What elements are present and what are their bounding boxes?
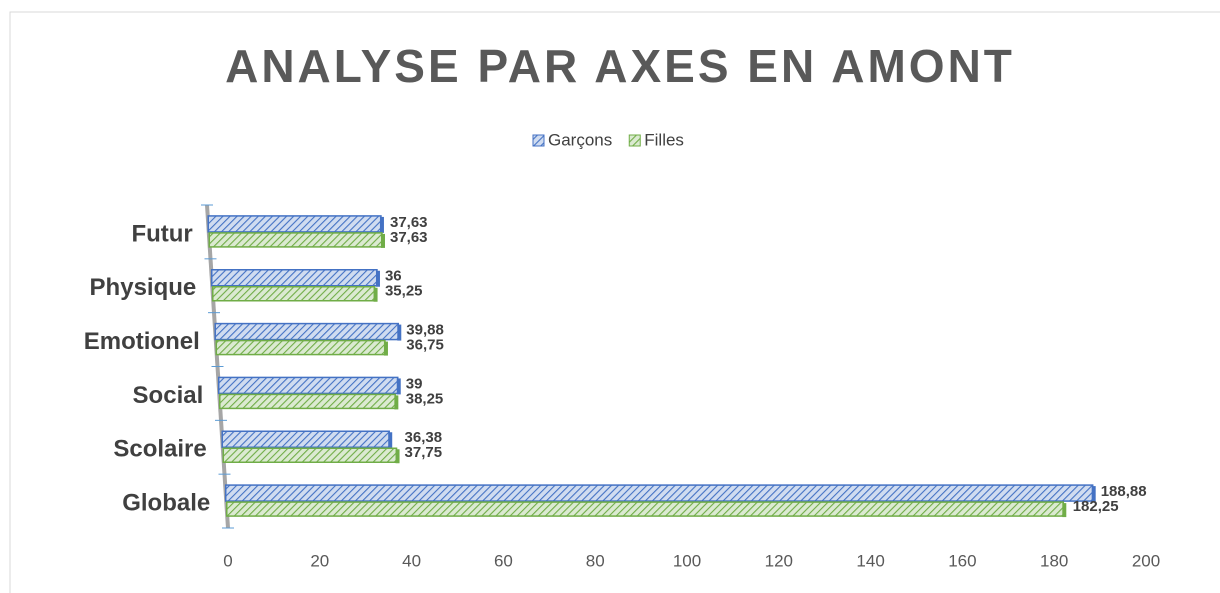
bar-end: [395, 449, 400, 464]
bar: [210, 269, 378, 287]
x-tick-label: 160: [948, 551, 976, 570]
x-tick-label: 40: [402, 551, 421, 570]
bar-end: [373, 287, 378, 302]
bar: [215, 339, 386, 356]
x-tick-label: 120: [765, 551, 793, 570]
bar: [208, 232, 383, 248]
bar-end: [380, 233, 385, 248]
data-label: 36,38: [405, 429, 443, 446]
x-tick-label: 140: [856, 551, 884, 570]
legend-label: Filles: [644, 130, 684, 149]
legend-swatch: [532, 134, 545, 147]
bar: [224, 484, 1094, 502]
bar-end: [1062, 503, 1067, 518]
data-label: 39: [406, 375, 423, 392]
bar-end: [394, 395, 399, 410]
data-label: 38,25: [406, 390, 444, 407]
data-label: 36: [385, 268, 402, 285]
legend-swatch: [628, 134, 641, 147]
bar: [207, 215, 382, 233]
bar-end: [397, 324, 402, 341]
category-label: Scolaire: [113, 436, 206, 463]
bar-end: [388, 432, 393, 449]
bar-end: [396, 378, 401, 395]
data-label: 36,75: [406, 337, 444, 354]
bar: [226, 501, 1065, 517]
data-label: 182,25: [1073, 498, 1119, 515]
bar: [221, 430, 390, 448]
legend-label: Garçons: [548, 130, 612, 149]
category-label: Emotionel: [84, 328, 200, 355]
bar: [219, 393, 397, 410]
category-label: Futur: [131, 220, 192, 247]
x-tick-label: 60: [494, 551, 513, 570]
x-tick-label: 0: [223, 551, 232, 570]
bar: [212, 286, 376, 302]
bar-end: [375, 270, 380, 287]
bar: [222, 447, 398, 463]
bar-end: [379, 216, 384, 233]
data-label: 188,88: [1101, 483, 1147, 500]
bar: [217, 376, 399, 395]
category-label: Globale: [122, 489, 210, 516]
data-label: 37,75: [405, 444, 443, 461]
bar-end: [383, 341, 388, 356]
x-tick-label: 200: [1132, 551, 1160, 570]
data-label: 37,63: [390, 214, 428, 231]
category-label: Physique: [90, 274, 197, 301]
chart-title: ANALYSE PAR AXES EN AMONT: [225, 40, 1015, 92]
bar: [214, 322, 400, 341]
x-tick-label: 80: [586, 551, 605, 570]
x-tick-label: 180: [1040, 551, 1068, 570]
data-label: 35,25: [385, 283, 423, 300]
data-label: 39,88: [406, 322, 444, 339]
data-label: 37,63: [390, 229, 428, 246]
category-label: Social: [133, 382, 204, 409]
x-tick-label: 100: [673, 551, 701, 570]
bar-end: [1091, 486, 1096, 503]
x-tick-label: 20: [310, 551, 329, 570]
